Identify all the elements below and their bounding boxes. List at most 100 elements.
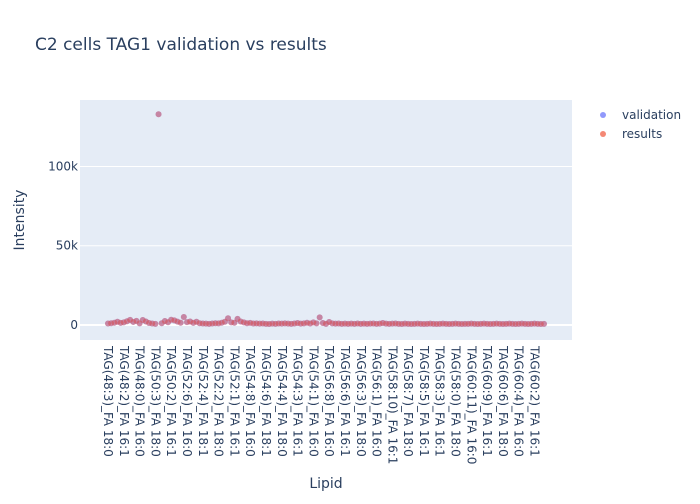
results-point[interactable] [379, 320, 386, 327]
results-point[interactable] [458, 321, 465, 327]
results-point[interactable] [234, 315, 241, 322]
results-point[interactable] [253, 320, 260, 327]
results-point[interactable] [165, 319, 172, 326]
results-point[interactable] [326, 318, 333, 325]
results-point[interactable] [383, 320, 390, 327]
results-point[interactable] [304, 319, 311, 326]
results-point[interactable] [152, 320, 159, 327]
results-point[interactable] [351, 320, 358, 327]
validation-point[interactable] [155, 111, 162, 118]
results-point[interactable] [149, 320, 156, 327]
results-point[interactable] [515, 320, 522, 327]
results-point[interactable] [370, 320, 377, 327]
results-point[interactable] [158, 320, 165, 327]
results-point[interactable] [285, 320, 292, 327]
results-point[interactable] [408, 321, 415, 327]
results-point[interactable] [446, 321, 453, 327]
results-point[interactable] [541, 320, 547, 327]
results-point[interactable] [424, 320, 431, 327]
validation-point[interactable] [313, 320, 320, 327]
results-point[interactable] [360, 320, 367, 327]
results-point[interactable] [177, 319, 184, 326]
results-point[interactable] [127, 316, 134, 323]
results-point[interactable] [155, 111, 162, 118]
results-point[interactable] [474, 321, 481, 327]
results-point[interactable] [493, 320, 500, 327]
legend-label-results[interactable]: results [622, 127, 662, 141]
results-point[interactable] [518, 320, 525, 327]
results-point[interactable] [462, 320, 469, 327]
results-point[interactable] [471, 320, 478, 327]
results-point[interactable] [272, 320, 279, 327]
results-point[interactable] [332, 320, 339, 327]
results-point[interactable] [281, 320, 288, 327]
results-point[interactable] [209, 320, 216, 327]
results-point[interactable] [439, 320, 446, 327]
results-point[interactable] [278, 320, 285, 327]
results-point[interactable] [323, 320, 329, 327]
results-point[interactable] [484, 320, 491, 327]
results-point[interactable] [168, 316, 175, 323]
results-point[interactable] [146, 320, 153, 327]
results-point[interactable] [386, 320, 393, 327]
results-point[interactable] [190, 319, 197, 326]
results-point[interactable] [307, 320, 314, 327]
results-point[interactable] [313, 320, 320, 327]
results-point[interactable] [120, 319, 127, 326]
results-point[interactable] [364, 320, 371, 327]
results-point[interactable] [354, 320, 361, 327]
results-point[interactable] [389, 320, 396, 327]
results-point[interactable] [250, 320, 257, 327]
results-point[interactable] [247, 319, 254, 326]
results-point[interactable] [465, 320, 472, 327]
results-point[interactable] [130, 318, 137, 325]
results-point[interactable] [193, 318, 200, 325]
results-point[interactable] [357, 320, 364, 327]
validation-point[interactable] [316, 314, 323, 321]
results-point[interactable] [225, 315, 232, 322]
results-point[interactable] [433, 321, 440, 327]
results-point[interactable] [420, 321, 427, 327]
results-point[interactable] [401, 320, 408, 327]
validation-point[interactable] [225, 315, 232, 322]
results-point[interactable] [417, 320, 424, 327]
results-point[interactable] [503, 320, 510, 327]
results-point[interactable] [490, 320, 497, 327]
results-point[interactable] [142, 318, 149, 325]
results-point[interactable] [244, 320, 251, 327]
results-point[interactable] [171, 317, 178, 324]
results-point[interactable] [108, 320, 115, 327]
results-point[interactable] [237, 318, 244, 325]
results-point[interactable] [376, 320, 383, 327]
results-point[interactable] [480, 320, 487, 327]
results-point[interactable] [133, 317, 140, 324]
results-point[interactable] [294, 320, 301, 327]
results-point[interactable] [105, 320, 111, 327]
results-point[interactable] [414, 320, 421, 327]
results-point[interactable] [123, 318, 130, 325]
results-point[interactable] [528, 320, 535, 327]
results-point[interactable] [231, 319, 238, 326]
results-point[interactable] [297, 320, 304, 327]
results-point[interactable] [183, 319, 190, 326]
results-point[interactable] [310, 319, 317, 326]
results-point[interactable] [499, 321, 506, 327]
results-point[interactable] [288, 320, 295, 327]
results-point[interactable] [335, 320, 342, 327]
results-point[interactable] [139, 317, 146, 324]
results-point[interactable] [509, 320, 516, 327]
results-point[interactable] [341, 320, 348, 327]
results-point[interactable] [430, 320, 437, 327]
results-point[interactable] [111, 319, 118, 326]
results-point[interactable] [291, 320, 298, 327]
results-point[interactable] [338, 320, 345, 327]
results-point[interactable] [256, 320, 263, 327]
results-point[interactable] [262, 320, 269, 327]
results-point[interactable] [316, 314, 323, 321]
results-point[interactable] [452, 320, 459, 327]
results-point[interactable] [329, 320, 336, 327]
results-point[interactable] [212, 320, 219, 327]
results-point[interactable] [345, 320, 352, 327]
results-point[interactable] [319, 320, 326, 327]
results-point[interactable] [202, 320, 209, 327]
